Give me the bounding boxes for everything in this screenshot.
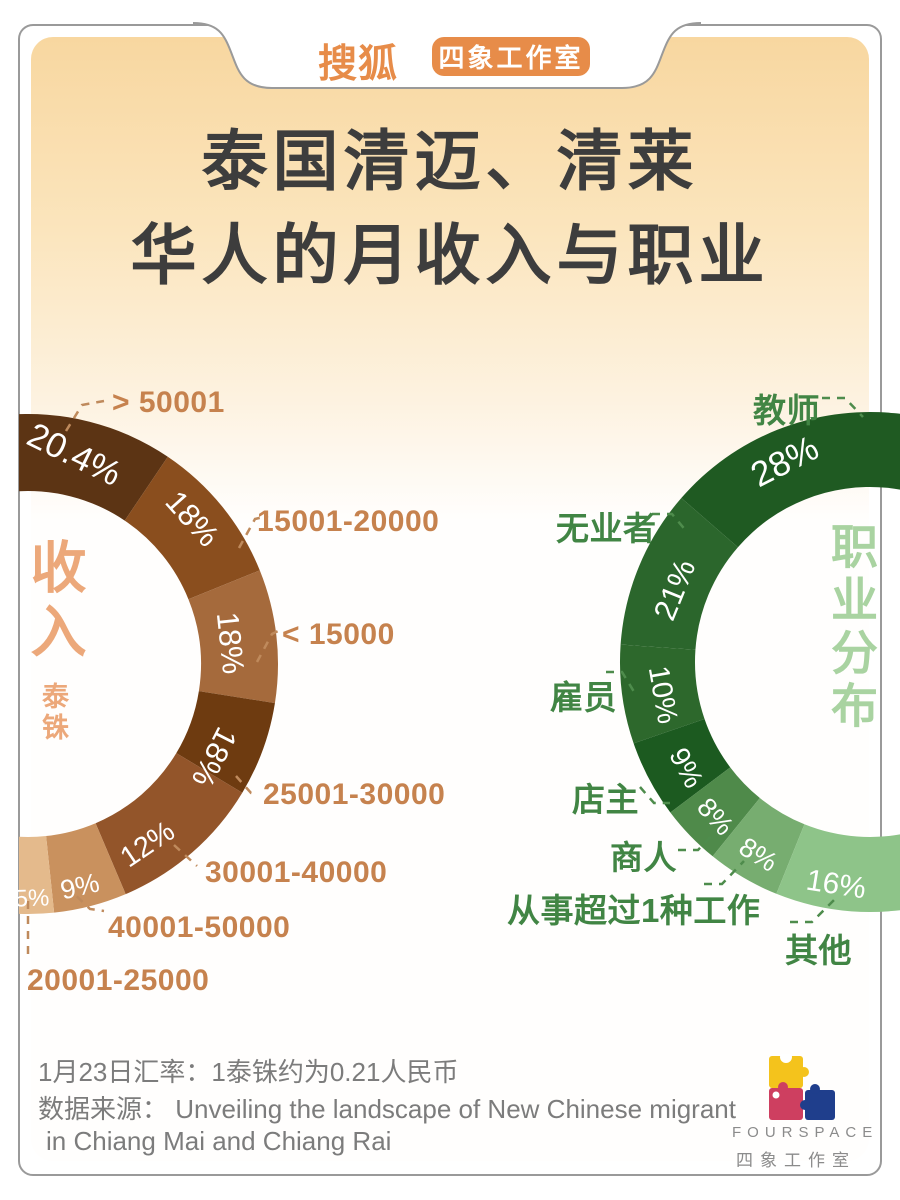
segment-percent-label: 28% xyxy=(744,428,825,495)
segment-callout-label: 25001-30000 xyxy=(263,778,446,811)
data-source-line1: 数据来源： Unveiling the landscape of New Chi… xyxy=(38,1094,736,1124)
segment-percent-label: 18% xyxy=(184,721,245,793)
segment-callout-label: 雇员 xyxy=(550,679,617,716)
donut-segment-20001-25000 xyxy=(19,836,55,914)
segment-callout-label: < 15000 xyxy=(282,618,395,651)
donut-segment-雇员 xyxy=(620,644,705,744)
occupation-chart-title: 职业分布 xyxy=(824,522,877,734)
studio-badge: 四象工作室 xyxy=(432,37,590,76)
segment-callout-label: 无业者 xyxy=(556,510,657,547)
leader-line xyxy=(790,897,837,924)
segment-percent-label: 8% xyxy=(733,831,783,878)
segment-percent-label: 9% xyxy=(57,867,103,906)
segment-percent-label: 5% xyxy=(14,884,50,913)
segment-callout-label: 15001-20000 xyxy=(257,505,440,538)
donut-segment-商人 xyxy=(670,767,760,857)
donut-segment-其他 xyxy=(776,824,900,912)
income-donut xyxy=(19,414,279,914)
fourspace-puzzle-logo-icon xyxy=(769,1054,835,1120)
exchange-rate-note: 1月23日汇率：1泰铢约为0.21人民币 xyxy=(38,1057,459,1087)
leader-line xyxy=(822,396,864,418)
leader-line xyxy=(65,885,105,913)
donut-segment-无业者 xyxy=(620,497,738,650)
segment-callout-label: 20001-25000 xyxy=(27,964,210,997)
leader-line xyxy=(173,844,198,867)
segment-percent-label: 10% xyxy=(641,663,684,727)
segment-percent-label: 9% xyxy=(663,742,710,793)
segment-callout-label: 40001-50000 xyxy=(108,911,291,944)
leader-line xyxy=(255,629,279,663)
segment-percent-label: 21% xyxy=(646,554,703,626)
donut-segment-30001-40000 xyxy=(95,753,243,895)
segment-callout-label: > 50001 xyxy=(112,386,225,419)
fourspace-brand-name-cn: 四象工作室 xyxy=(736,1151,856,1170)
segment-callout-label: 从事超过1种工作 xyxy=(507,892,761,929)
segment-percent-label: 12% xyxy=(114,815,181,875)
leader-line xyxy=(235,775,259,796)
segment-percent-label: 8% xyxy=(691,792,740,842)
segment-callout-label: 30001-40000 xyxy=(205,856,388,889)
leader-line xyxy=(704,860,745,886)
donut-segment-25001-30000 xyxy=(176,691,275,793)
leader-line xyxy=(64,399,105,432)
gradient-panel xyxy=(31,37,869,1161)
leader-line xyxy=(639,786,670,805)
page-title-line1: 泰国清迈、清莱 xyxy=(201,124,699,198)
segment-callout-label: 商人 xyxy=(610,839,677,876)
donut-segment-店主 xyxy=(633,718,731,813)
data-source-line2: in Chiang Mai and Chiang Rai xyxy=(46,1126,392,1156)
donut-segment-< 15000 xyxy=(188,570,279,704)
leader-line xyxy=(237,514,269,549)
leader-line xyxy=(652,512,688,533)
donut-segment-教师 xyxy=(681,412,900,548)
segment-callout-label: 教师 xyxy=(753,392,820,429)
segment-callout-label: 店主 xyxy=(572,781,639,818)
donut-segment-> 50001 xyxy=(19,414,168,521)
segment-percent-label: 20.4% xyxy=(21,415,128,494)
fourspace-brand-name: FOURSPACE xyxy=(732,1124,879,1141)
donut-segment-40001-50000 xyxy=(46,823,126,913)
segment-percent-label: 16% xyxy=(803,863,869,906)
income-chart-unit: 泰铢 xyxy=(38,682,68,744)
page-title-line2: 华人的月收入与职业 xyxy=(130,218,770,292)
income-chart-title: 收入 xyxy=(23,538,86,666)
leader-line xyxy=(678,832,715,852)
segment-percent-label: 18% xyxy=(209,610,252,676)
leader-line xyxy=(606,670,638,696)
occupation-donut xyxy=(620,412,900,912)
segment-callout-label: 其他 xyxy=(785,932,852,969)
donut-segment-15001-20000 xyxy=(124,456,260,600)
segment-percent-label: 18% xyxy=(158,483,227,554)
